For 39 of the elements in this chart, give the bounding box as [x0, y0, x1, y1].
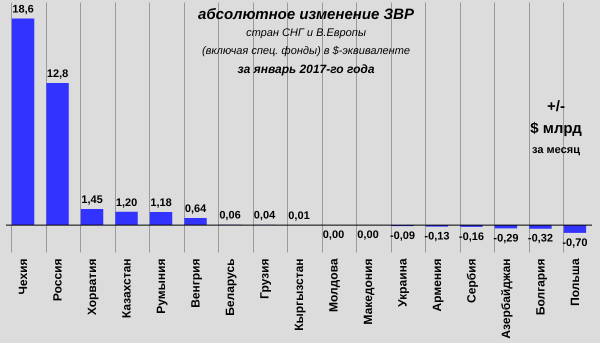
data-label: -0,13 [424, 230, 450, 243]
x-tick-label: Македония [360, 258, 375, 325]
x-tick-label: Польша [568, 258, 582, 306]
x-tick-label: Беларусь [223, 258, 238, 316]
text: стран СНГ и В.Европы (включая спец. фонды) в $-эквиваленте за январь 2017-го года [202, 27, 410, 76]
data-label: 1,20 [116, 196, 138, 209]
x-tick-label: Румыния [154, 258, 168, 314]
data-label: 1,45 [81, 194, 103, 206]
annotation: за месяц [532, 144, 580, 156]
data-label: 18,6 [12, 4, 34, 16]
x-tick-label: Чехия [16, 258, 30, 294]
x-tick-label: Венгрия [188, 258, 203, 308]
x-tick-label: Молдова [326, 258, 340, 312]
data-label: 0,06 [219, 209, 241, 222]
annotation: $ млрд [530, 120, 582, 137]
x-tick-label: Кыргызстан [292, 258, 306, 331]
x-tick-label: Хорватия [85, 258, 100, 316]
x-tick-label: Армения [430, 258, 444, 312]
x-tick-label: Болгария [533, 258, 548, 316]
x-tick-label: Азербайджан [498, 258, 513, 339]
data-label: -0,70 [562, 236, 588, 249]
x-tick-label: Украина [395, 258, 410, 307]
x-tick-label: Сербия [464, 258, 478, 303]
x-tick-label: Казахстан [120, 258, 134, 318]
data-label: 1,18 [150, 197, 172, 210]
data-label: -0,16 [458, 230, 484, 243]
data-label: 0,64 [184, 203, 208, 216]
data-label: -0,32 [528, 232, 553, 245]
x-tick-label: Грузия [258, 258, 272, 299]
data-label: 12,8 [46, 68, 68, 80]
chart-title: абсолютное изменение ЗВР [198, 6, 415, 23]
data-label: -0,09 [390, 230, 416, 242]
annotation: +/- [547, 98, 565, 115]
data-label: 0,04 [254, 210, 276, 222]
data-label: 0,01 [288, 210, 310, 222]
data-label: -0,29 [493, 232, 518, 244]
data-label: 0,00 [357, 229, 379, 242]
data-label: 0,00 [322, 229, 344, 242]
x-tick-label: Россия [50, 258, 65, 302]
